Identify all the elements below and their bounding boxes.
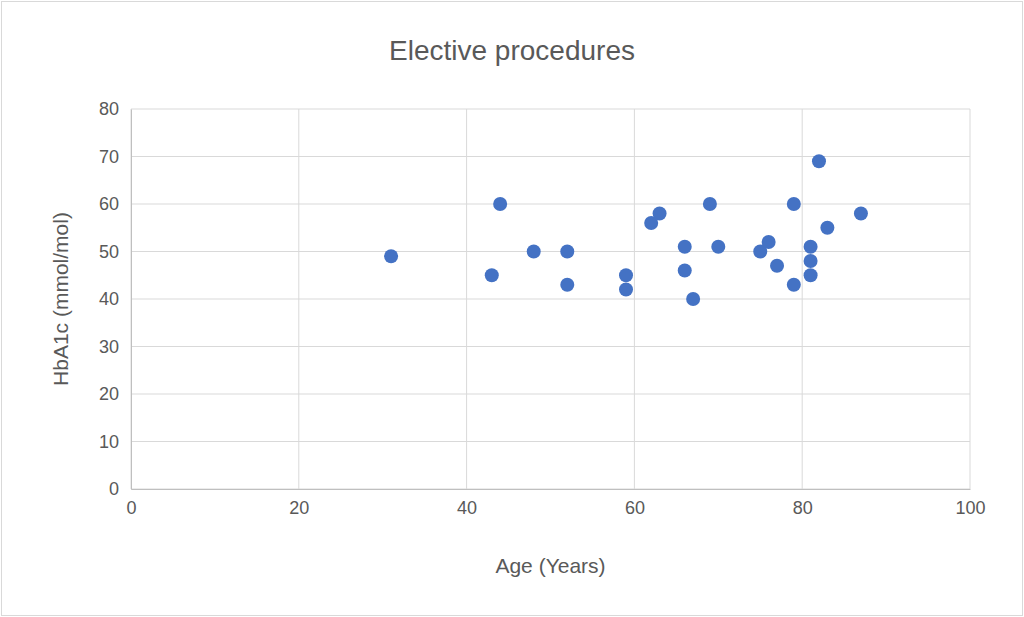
point [804,254,818,268]
tick-label: 50 [99,242,119,262]
point [619,283,633,297]
point [804,240,818,254]
tick-label: 80 [793,498,813,518]
point [485,268,499,282]
tick: 60 [99,194,131,214]
point [686,292,700,306]
y-axis: 0 10 20 30 40 50 60 70 80 [99,99,132,499]
point [787,197,801,211]
tick: 40 [99,289,131,309]
grid-line-y [131,346,970,347]
grid-line-y [131,204,970,205]
point [560,245,574,259]
axis-line [131,110,132,490]
chart-border [2,2,1023,616]
tick-label: 60 [99,194,119,214]
tick-label: 40 [99,289,119,309]
tick: 10 [99,432,131,452]
tick-label: 80 [99,99,119,119]
point [703,197,717,211]
tick: 0 [126,489,136,518]
tick: 50 [99,242,131,262]
grid-line-x [970,109,971,489]
grid-line-y [131,109,970,110]
grid-line-y [131,441,970,442]
tick-label: 60 [625,498,645,518]
grid-line-x [802,109,803,489]
tick-label: 10 [99,432,119,452]
tick-label: 20 [99,384,119,404]
point [812,154,826,168]
point [678,264,692,278]
x-axis-title: Age (Years) [495,554,605,577]
point [762,235,776,249]
grid-line-x [466,109,467,489]
point [711,240,725,254]
grid-line-y [131,251,970,252]
tick: 20 [289,489,309,518]
grid-line-y [131,299,970,300]
title: Elective procedures [389,35,635,66]
point [820,221,834,235]
tick: 80 [793,489,813,518]
axis-line [132,489,971,490]
point [619,268,633,282]
plot-area: 0 20 40 60 80 100 0 10 20 30 40 50 60 70 80 [99,99,986,518]
point [384,249,398,263]
y-axis-title: HbA1c (mmol/mol) [49,212,72,386]
tick: 20 [99,384,131,404]
point [527,245,541,259]
tick: 0 [109,479,131,499]
point [678,240,692,254]
points [384,154,868,306]
tick-label: 0 [109,479,119,499]
tick: 80 [99,99,131,119]
tick: 30 [99,337,131,357]
point [653,207,667,221]
grid-line-x [298,109,299,489]
point [804,268,818,282]
tick: 40 [457,489,477,518]
point [787,278,801,292]
tick: 60 [625,489,645,518]
grid [131,109,970,489]
point [854,207,868,221]
tick-label: 0 [126,498,136,518]
grid-line-y [131,489,970,490]
tick: 100 [955,489,985,518]
grid-line-x [131,109,132,489]
tick-label: 30 [99,337,119,357]
x-axis: 0 20 40 60 80 100 [126,489,985,518]
chart: 0 20 40 60 80 100 0 10 20 30 40 50 60 70 80 Elective pr… [0,0,1024,617]
point [560,278,574,292]
tick-label: 20 [289,498,309,518]
point [493,197,507,211]
tick-label: 40 [457,498,477,518]
grid-line-y [131,156,970,157]
tick: 70 [99,147,131,167]
grid-line-x [634,109,635,489]
grid-line-y [131,394,970,395]
tick-label: 70 [99,147,119,167]
tick-label: 100 [955,498,985,518]
point [770,259,784,273]
